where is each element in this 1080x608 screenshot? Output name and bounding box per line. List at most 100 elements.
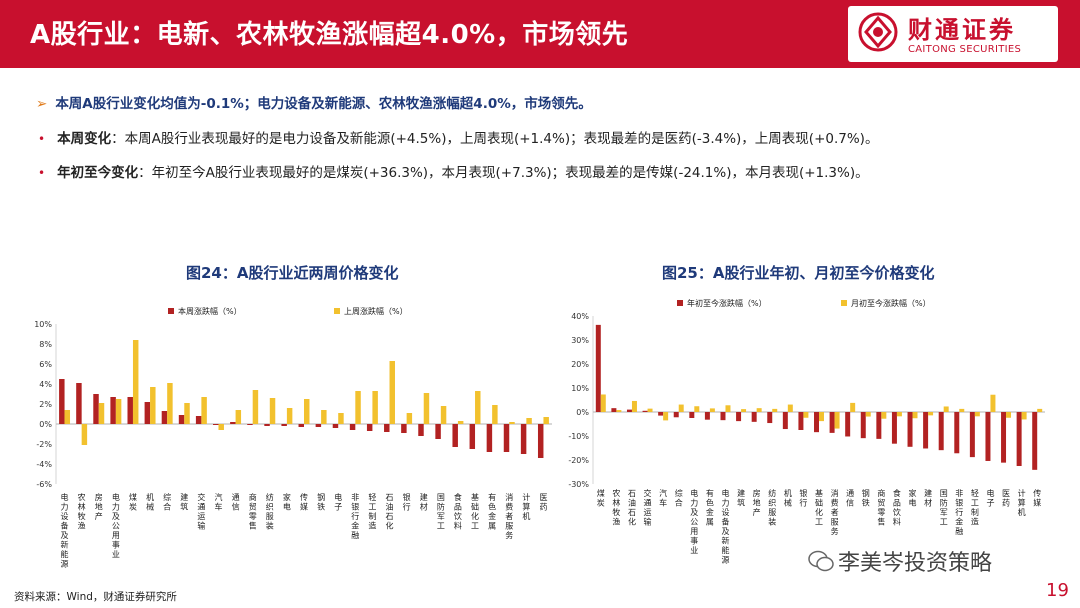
x-category-label: 农林牧渔 [78, 492, 86, 531]
bar-series1 [923, 412, 929, 449]
bar-series2 [269, 398, 276, 424]
y-tick-label: 8% [39, 340, 52, 349]
bar-series2 [663, 412, 669, 421]
x-category-label: 钢铁 [317, 492, 325, 512]
bar-series1 [736, 412, 742, 422]
y-tick-label: 0% [39, 420, 52, 429]
bar-series2 [865, 412, 871, 417]
bar-series2 [694, 406, 700, 412]
bar-series2 [772, 408, 778, 412]
wechat-icon [808, 550, 834, 572]
dot-bullet-icon: • [38, 132, 46, 146]
bar-series1 [452, 424, 458, 447]
bar-series1 [720, 412, 726, 421]
bar-series1 [798, 412, 804, 430]
bar-series2 [725, 405, 731, 412]
x-category-label: 机械 [784, 488, 792, 508]
weekly-bullet: • 本周变化：本周A股行业表现最好的是电力设备及新能源(+4.5%)，上周表现(+… [38, 127, 878, 147]
bar-series1 [1016, 412, 1022, 466]
bar-series1 [110, 397, 116, 424]
bar-series2 [184, 403, 190, 424]
weekly-text: ：本周A股行业表现最好的是电力设备及新能源(+4.5%)，上周表现(+1.4%)… [111, 131, 879, 147]
x-category-label: 电力及公用事业 [690, 488, 698, 555]
bar-series2 [600, 394, 606, 412]
bar-series1 [829, 412, 835, 433]
x-category-label: 综合 [163, 492, 171, 512]
bar-series1 [689, 412, 695, 418]
bar-series2 [372, 391, 378, 424]
bar-series1 [384, 424, 390, 432]
x-category-label: 商贸零售 [877, 488, 885, 527]
x-category-label: 传媒 [1033, 488, 1041, 508]
bar-series2 [440, 406, 447, 424]
x-category-label: 医药 [1002, 489, 1010, 508]
bar-series2 [974, 412, 980, 417]
chart2-ytd-change: -30% -20% -10% 0% 10% 20% 30% 40% 煤炭农林牧渔石油石化交通运输… [568, 298, 1045, 565]
bar-series2 [201, 397, 207, 424]
bar-series1 [782, 412, 788, 430]
bar-series2 [647, 408, 653, 412]
bar-series2 [304, 399, 310, 424]
legend-swatch [677, 300, 683, 306]
bar-series1 [767, 412, 773, 424]
bar-series1 [537, 424, 544, 458]
logo-emblem-icon [858, 12, 898, 52]
bar-series1 [907, 412, 913, 447]
bar-series1 [144, 402, 151, 424]
bar-series2 [678, 404, 684, 412]
x-category-label: 食品饮料 [454, 492, 462, 531]
source-note: 资料来源：Wind，财通证券研究所 [14, 591, 177, 603]
bar-series1 [985, 412, 991, 461]
x-category-label: 汽车 [214, 492, 222, 512]
x-category-label: 商贸零售 [249, 492, 257, 531]
y-tick-label: -30% [568, 480, 589, 489]
bar-series1 [298, 424, 304, 427]
dot-bullet-icon: • [38, 166, 46, 180]
bar-series1 [93, 394, 99, 424]
bar-series1 [876, 412, 882, 439]
bar-series2 [834, 412, 840, 429]
bar-series2 [850, 402, 856, 412]
x-category-label: 银行 [799, 488, 807, 508]
chart1-weekly-change: -6% -4% -2% 0% 2% 4% 6% 8% 10% 电力设备及新能源 农林牧渔 房地产 电力及… [34, 306, 552, 569]
bar-series2 [218, 424, 224, 430]
bar-series2 [819, 412, 824, 422]
bar-series1 [814, 412, 819, 433]
bar-series1 [845, 412, 851, 437]
y-tick-label: 40% [571, 312, 589, 321]
bar-series1 [435, 424, 441, 439]
bar-series2 [235, 410, 242, 424]
bar-series2 [406, 413, 413, 424]
x-category-label: 纺织服装 [266, 492, 274, 531]
bar-series1 [503, 424, 510, 452]
bar-series2 [896, 412, 902, 417]
y-tick-label: 0% [576, 408, 589, 417]
bar-series2 [252, 390, 259, 424]
bar-series2 [492, 405, 498, 424]
bar-series2 [526, 418, 532, 424]
bar-series2 [321, 410, 327, 424]
x-category-label: 综合 [675, 488, 683, 508]
bar-series2 [928, 412, 934, 416]
x-category-label: 交通运输 [197, 492, 205, 531]
bar-series2 [132, 340, 139, 424]
legend-label: 上周涨跌幅（%） [344, 306, 408, 316]
summary-bullet: ➢ 本周A股行业变化均值为-0.1%；电力设备及新能源、农林牧渔涨幅超4.0%，市… [36, 92, 592, 112]
x-category-label: 消费者服务 [831, 488, 839, 536]
bar-series1 [704, 412, 710, 420]
x-category-label: 交通运输 [644, 488, 652, 527]
y-tick-label: 30% [571, 336, 589, 345]
bar-series1 [938, 412, 944, 451]
bar-series2 [64, 410, 71, 424]
x-category-label: 计算机 [522, 492, 530, 521]
x-category-label: 非银行金融 [955, 488, 963, 536]
bar-series2 [959, 408, 965, 412]
x-category-label: 基础化工 [471, 492, 479, 531]
x-category-label: 机械 [146, 492, 154, 512]
ytd-label: 年初至今变化 [57, 165, 139, 181]
y-tick-label: 4% [39, 380, 52, 389]
bar-series1 [954, 412, 960, 454]
x-category-label: 农林牧渔 [612, 488, 620, 527]
bar-series2 [912, 412, 918, 419]
x-category-label: 国防军工 [940, 489, 948, 527]
